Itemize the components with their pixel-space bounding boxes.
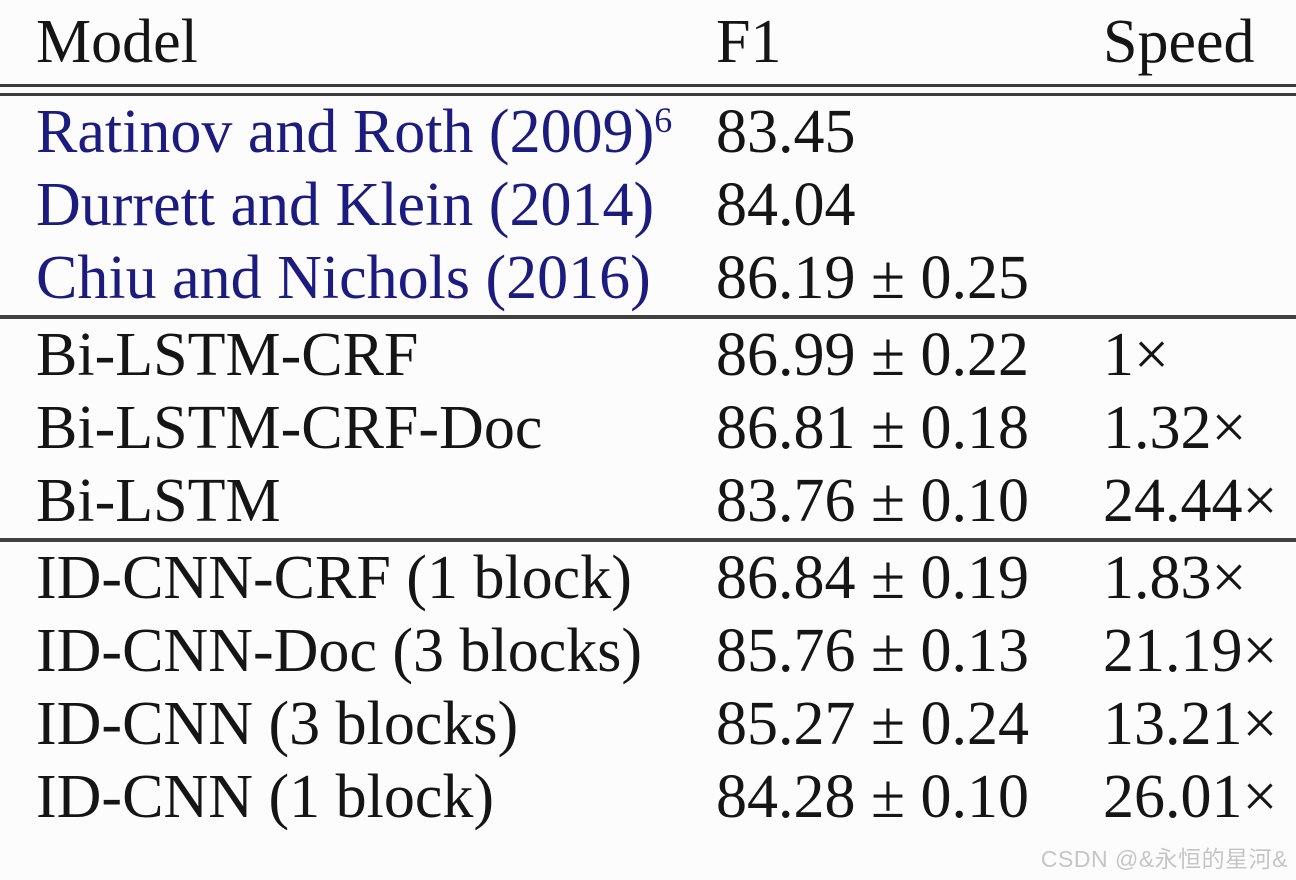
model-cell: Bi-LSTM-CRF bbox=[36, 321, 419, 389]
f1-cell: 84.04 bbox=[716, 171, 856, 239]
table-row: ID-CNN-CRF (1 block) 86.84 ± 0.19 1.83× bbox=[0, 542, 1296, 615]
csdn-watermark: CSDN @&永恒的星河& bbox=[1040, 846, 1288, 872]
table-row: ID-CNN (3 blocks) 85.27 ± 0.24 13.21× bbox=[0, 688, 1296, 761]
speed-cell: 1.83× bbox=[1103, 544, 1247, 612]
citation-link[interactable]: Chiu and Nichols (2016) bbox=[0, 242, 716, 315]
citation-link[interactable]: Ratinov and Roth (2009)6 bbox=[0, 96, 716, 169]
table-row: Durrett and Klein (2014) 84.04 bbox=[0, 169, 1296, 242]
column-header-f1: F1 bbox=[716, 8, 782, 76]
section-idcnn: ID-CNN-CRF (1 block) 86.84 ± 0.19 1.83× … bbox=[0, 542, 1296, 834]
model-cell: Bi-LSTM-CRF-Doc bbox=[36, 394, 543, 462]
f1-cell: 86.84 ± 0.19 bbox=[716, 544, 1030, 612]
speed-cell: 26.01× bbox=[1103, 763, 1278, 831]
citation-text[interactable]: Chiu and Nichols (2016) bbox=[36, 244, 651, 312]
speed-cell: 21.19× bbox=[1103, 617, 1278, 685]
f1-cell: 85.27 ± 0.24 bbox=[716, 690, 1030, 758]
speed-cell: 1× bbox=[1103, 321, 1169, 389]
model-cell: ID-CNN (1 block) bbox=[36, 763, 495, 831]
table-rule-single bbox=[0, 538, 1296, 542]
speed-cell: 1.32× bbox=[1103, 394, 1247, 462]
model-cell: ID-CNN-CRF (1 block) bbox=[36, 544, 632, 612]
section-bilstm: Bi-LSTM-CRF 86.99 ± 0.22 1× Bi-LSTM-CRF-… bbox=[0, 319, 1296, 538]
results-table: Model F1 Speed Ratinov and Roth (2009)6 … bbox=[0, 0, 1296, 834]
model-cell: Bi-LSTM bbox=[36, 467, 281, 535]
column-header-speed: Speed bbox=[1103, 8, 1255, 76]
citation-text[interactable]: Ratinov and Roth (2009) bbox=[36, 98, 655, 166]
citation-text[interactable]: Durrett and Klein (2014) bbox=[36, 171, 655, 239]
f1-cell: 84.28 ± 0.10 bbox=[716, 763, 1030, 831]
f1-cell: 83.76 ± 0.10 bbox=[716, 467, 1030, 535]
f1-cell: 86.99 ± 0.22 bbox=[716, 321, 1030, 389]
table-row: Ratinov and Roth (2009)6 83.45 bbox=[0, 96, 1296, 169]
table-rule-single bbox=[0, 315, 1296, 319]
table-row: Bi-LSTM 83.76 ± 0.10 24.44× bbox=[0, 465, 1296, 538]
speed-cell: 13.21× bbox=[1103, 690, 1278, 758]
speed-cell: 24.44× bbox=[1103, 467, 1278, 535]
f1-cell: 86.19 ± 0.25 bbox=[716, 244, 1030, 312]
table-row: Bi-LSTM-CRF 86.99 ± 0.22 1× bbox=[0, 319, 1296, 392]
table-rule-double bbox=[0, 84, 1296, 96]
f1-cell: 86.81 ± 0.18 bbox=[716, 394, 1030, 462]
model-cell: ID-CNN-Doc (3 blocks) bbox=[36, 617, 643, 685]
table-row: Chiu and Nichols (2016) 86.19 ± 0.25 bbox=[0, 242, 1296, 315]
section-prior-work: Ratinov and Roth (2009)6 83.45 Durrett a… bbox=[0, 96, 1296, 315]
f1-cell: 83.45 bbox=[716, 98, 856, 166]
column-header-model: Model bbox=[36, 8, 198, 76]
model-cell: ID-CNN (3 blocks) bbox=[36, 690, 519, 758]
table-row: ID-CNN (1 block) 84.28 ± 0.10 26.01× bbox=[0, 761, 1296, 834]
footnote-superscript: 6 bbox=[654, 100, 673, 141]
f1-cell: 85.76 ± 0.13 bbox=[716, 617, 1030, 685]
citation-link[interactable]: Durrett and Klein (2014) bbox=[0, 169, 716, 242]
table-row: Bi-LSTM-CRF-Doc 86.81 ± 0.18 1.32× bbox=[0, 392, 1296, 465]
table-row: ID-CNN-Doc (3 blocks) 85.76 ± 0.13 21.19… bbox=[0, 615, 1296, 688]
table-header-row: Model F1 Speed bbox=[0, 0, 1296, 84]
